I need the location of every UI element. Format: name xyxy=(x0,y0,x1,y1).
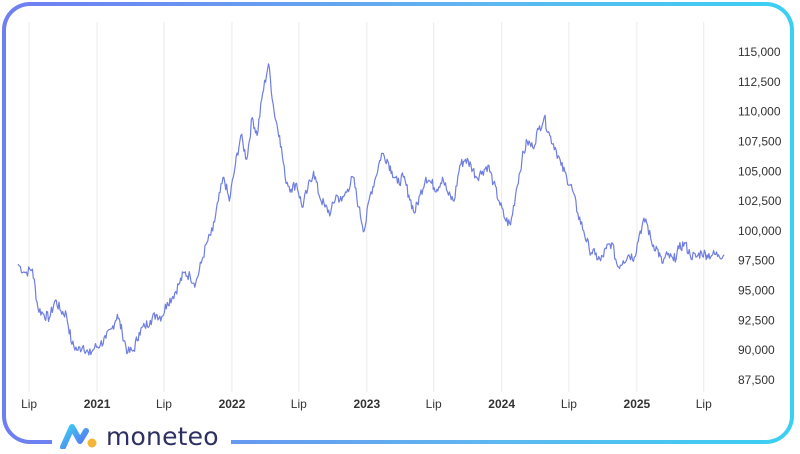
grid-lines xyxy=(28,22,705,392)
brand-name: moneteo xyxy=(106,421,219,451)
y-tick-label: 87,500 xyxy=(738,373,775,387)
y-tick-label: 115,000 xyxy=(738,45,781,59)
x-tick-label: Lip xyxy=(156,397,172,411)
x-tick-label: Lip xyxy=(21,397,37,411)
y-tick-label: 97,500 xyxy=(738,254,775,268)
x-tick-label: Lip xyxy=(696,397,712,411)
y-tick-label: 90,000 xyxy=(738,343,775,357)
y-tick-label: 95,000 xyxy=(738,284,775,298)
moneteo-logo-icon xyxy=(60,424,97,449)
chart-frame xyxy=(2,2,794,444)
y-tick-label: 107,500 xyxy=(738,134,782,148)
x-tick-label: 2024 xyxy=(488,397,515,411)
y-tick-label: 100,000 xyxy=(738,224,782,238)
y-tick-label: 92,500 xyxy=(738,313,775,327)
x-tick-label: 2022 xyxy=(219,397,246,411)
x-tick-label: 2021 xyxy=(84,397,111,411)
x-tick-label: Lip xyxy=(426,397,442,411)
brand-logo: moneteo xyxy=(52,418,231,454)
x-tick-label: 2023 xyxy=(353,397,380,411)
series-line-layer xyxy=(17,63,725,356)
x-tick-label: Lip xyxy=(561,397,577,411)
y-tick-label: 112,500 xyxy=(738,75,781,89)
series-line xyxy=(17,63,725,356)
x-tick-label: Lip xyxy=(291,397,307,411)
x-tick-label: 2025 xyxy=(624,397,651,411)
x-axis-ticks: Lip 2021 Lip 2022 Lip 2023 Lip 2024 Lip 2025 Lip xyxy=(21,397,712,411)
y-axis-ticks: 87,500 90,000 92,500 95,000 97,500 100,000 102… xyxy=(738,45,782,387)
y-tick-label: 110,000 xyxy=(738,105,781,119)
y-tick-label: 102,500 xyxy=(738,194,782,208)
y-tick-label: 105,000 xyxy=(738,164,782,178)
